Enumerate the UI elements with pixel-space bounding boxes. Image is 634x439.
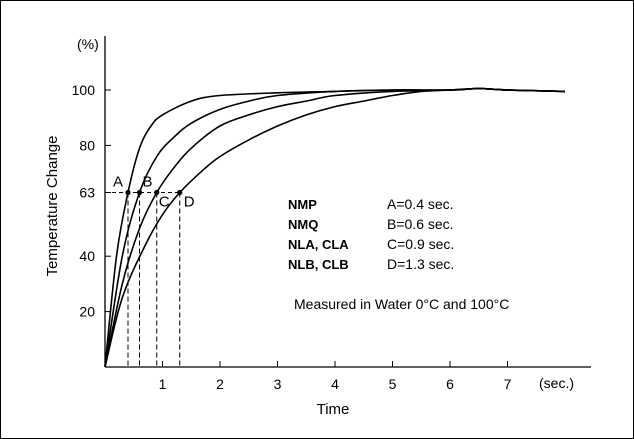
legend-name-nla-cla: NLA, CLA bbox=[288, 237, 349, 252]
marker-d bbox=[177, 189, 183, 196]
curve-a bbox=[104, 87, 566, 368]
tick-group: 20 40 63 80 100 1 2 3 4 5 6 7 bbox=[72, 82, 512, 392]
y-tick-label-100: 100 bbox=[72, 82, 96, 98]
x-unit-label: (sec.) bbox=[539, 375, 574, 391]
legend-value-b: B=0.6 sec. bbox=[387, 216, 454, 232]
legend-name-nlb-clb: NLB, CLB bbox=[288, 257, 349, 272]
x-tick-label-6: 6 bbox=[446, 376, 454, 392]
legend-value-c: C=0.9 sec. bbox=[387, 236, 454, 252]
x-tick-label-3: 3 bbox=[274, 376, 282, 392]
curve-b bbox=[104, 87, 566, 368]
x-tick-label-1: 1 bbox=[159, 376, 167, 392]
x-tick-label-7: 7 bbox=[504, 376, 512, 392]
measurement-note: Measured in Water 0°C and 100°C bbox=[294, 296, 509, 312]
marker-group: A BC D bbox=[113, 173, 195, 210]
marker-c bbox=[154, 189, 160, 196]
x-axis-title: Time bbox=[317, 401, 350, 418]
guide-lines bbox=[105, 191, 181, 367]
legend-value-d: D=1.3 sec. bbox=[387, 256, 454, 272]
axes bbox=[104, 36, 591, 368]
y-unit-label: (%) bbox=[77, 36, 99, 52]
x-tick-label-5: 5 bbox=[389, 376, 397, 392]
x-tick-label-2: 2 bbox=[216, 376, 224, 392]
y-tick-label-80: 80 bbox=[79, 137, 95, 153]
y-axis-title: Temperature Change bbox=[44, 136, 61, 277]
curve-group bbox=[104, 87, 566, 368]
legend-value-a: A=0.4 sec. bbox=[387, 196, 454, 212]
y-tick-label-20: 20 bbox=[79, 304, 95, 320]
y-tick-label-63: 63 bbox=[79, 184, 95, 200]
legend: NMP A=0.4 sec. NMQ B=0.6 sec. NLA, CLA C… bbox=[288, 196, 454, 272]
point-label-d: D bbox=[184, 193, 195, 210]
curve-d bbox=[104, 87, 566, 368]
x-tick-label-4: 4 bbox=[331, 376, 339, 392]
point-label-a: A bbox=[113, 173, 123, 190]
curve-c bbox=[104, 87, 566, 368]
marker-b bbox=[136, 189, 143, 196]
marker-a bbox=[125, 189, 131, 196]
legend-name-nmq: NMQ bbox=[288, 217, 318, 232]
point-label-c: C bbox=[159, 193, 170, 210]
point-label-b: B bbox=[143, 173, 153, 190]
y-tick-label-40: 40 bbox=[79, 248, 95, 264]
legend-name-nmp: NMP bbox=[288, 197, 317, 212]
